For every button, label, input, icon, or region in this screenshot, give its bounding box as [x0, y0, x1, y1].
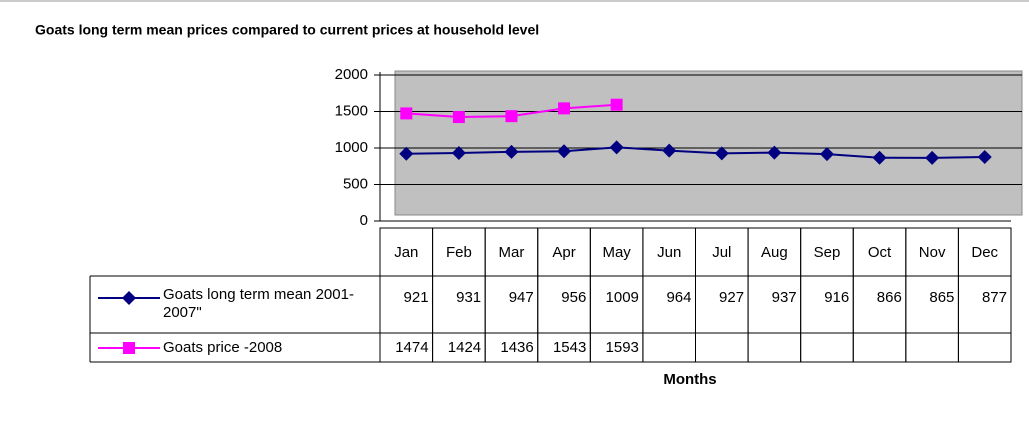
marker	[662, 143, 677, 158]
x-tick-label: Jul	[712, 244, 731, 261]
marker	[977, 149, 992, 164]
marker	[558, 102, 571, 115]
data-table-value: 931	[456, 289, 481, 306]
marker	[504, 144, 519, 159]
data-table-value: 921	[404, 289, 429, 306]
plot-area	[394, 70, 1023, 216]
data-table-value: 1593	[606, 339, 639, 356]
legend-label: Goats price -2008	[163, 339, 282, 356]
marker	[609, 140, 624, 155]
chart-title: Goats long term mean prices compared to …	[35, 22, 539, 38]
x-tick-label: Dec	[971, 244, 998, 261]
marker	[399, 146, 414, 161]
y-tick-label: 2000	[335, 66, 368, 83]
x-tick-label: Jun	[657, 244, 681, 261]
data-table-value: 964	[666, 289, 691, 306]
marker	[123, 342, 135, 354]
data-table-value: 927	[719, 289, 744, 306]
y-tick-label: 500	[343, 175, 368, 192]
x-tick-label: Sep	[814, 244, 841, 261]
data-table-value: 947	[509, 289, 534, 306]
marker	[819, 147, 834, 162]
x-tick-label: Jan	[394, 244, 418, 261]
data-table-value: 1474	[395, 339, 428, 356]
marker	[400, 107, 413, 120]
data-table-value: 877	[982, 289, 1007, 306]
data-table-value: 956	[561, 289, 586, 306]
x-tick-label: May	[602, 244, 631, 261]
marker	[557, 144, 572, 159]
x-tick-label: Nov	[919, 244, 946, 261]
y-tick-label: 1500	[335, 102, 368, 119]
legend-label: Goats long term mean 2001-2007"	[163, 286, 354, 321]
marker	[452, 111, 465, 124]
data-table-value: 1543	[553, 339, 586, 356]
data-table-value: 865	[929, 289, 954, 306]
marker	[451, 146, 466, 161]
x-tick-label: Apr	[552, 244, 575, 261]
marker	[925, 150, 940, 165]
y-tick-label: 0	[360, 212, 368, 229]
x-tick-label: Aug	[761, 244, 788, 261]
marker	[714, 146, 729, 161]
x-axis-label: Months	[663, 371, 716, 388]
y-tick-label: 1000	[335, 139, 368, 156]
legend-label-box: Goats long term mean 2001-2007"	[163, 286, 354, 321]
x-tick-label: Oct	[868, 244, 892, 261]
data-table-value: 1436	[500, 339, 533, 356]
data-table-value: 937	[772, 289, 797, 306]
data-table-value: 1424	[448, 339, 481, 356]
x-tick-label: Feb	[446, 244, 472, 261]
data-table-value: 916	[824, 289, 849, 306]
marker	[610, 98, 623, 111]
marker	[505, 110, 518, 123]
x-tick-label: Mar	[499, 244, 525, 261]
marker	[122, 291, 136, 305]
series-line	[406, 146, 985, 159]
marker	[767, 145, 782, 160]
data-table-value: 1009	[606, 289, 639, 306]
marker	[872, 150, 887, 165]
data-table-value: 866	[877, 289, 902, 306]
